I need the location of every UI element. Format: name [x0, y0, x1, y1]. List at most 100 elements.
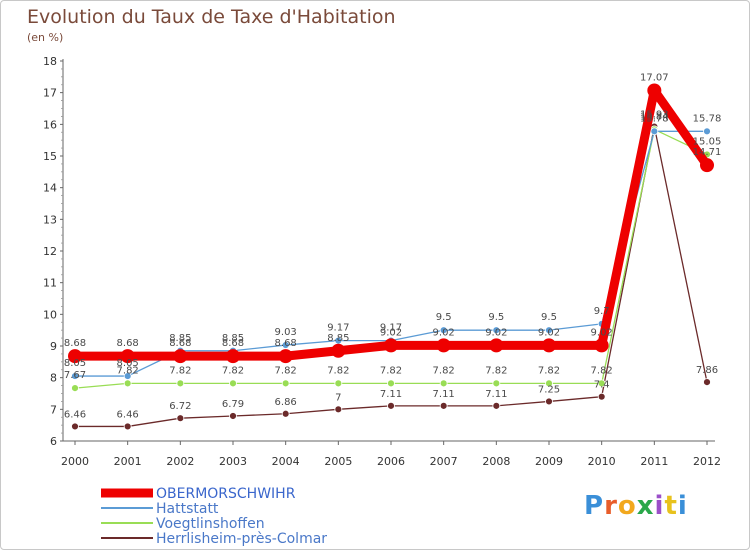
data-point[interactable] — [439, 401, 448, 410]
x-tick-label: 2004 — [272, 455, 300, 468]
data-label: 7.82 — [169, 365, 191, 376]
chart-title: Evolution du Taux de Taxe d'Habitation — [27, 6, 396, 28]
data-label: 9.7 — [594, 306, 610, 317]
data-point[interactable] — [229, 379, 237, 388]
data-label: 9.5 — [488, 312, 504, 323]
data-point[interactable] — [71, 372, 79, 380]
data-point[interactable] — [542, 338, 556, 353]
x-tick-label: 2012 — [693, 455, 721, 468]
y-tick-label: 13 — [43, 213, 57, 226]
data-point[interactable] — [492, 326, 501, 335]
data-point[interactable] — [334, 379, 343, 388]
data-label: 7.82 — [117, 365, 139, 376]
data-label: 9.17 — [327, 323, 349, 334]
data-label: 8.68 — [222, 338, 244, 349]
data-point[interactable] — [439, 379, 448, 388]
data-label: 7.82 — [433, 365, 455, 376]
data-point[interactable] — [545, 326, 553, 335]
data-label: 6.72 — [169, 401, 191, 412]
data-label: 9.02 — [433, 327, 455, 338]
data-label: 9.17 — [380, 323, 402, 334]
x-tick-label: 2007 — [430, 455, 458, 468]
data-point[interactable] — [594, 338, 609, 353]
data-label: 7.82 — [380, 365, 402, 376]
data-point[interactable] — [334, 405, 343, 414]
data-point[interactable] — [703, 127, 711, 136]
x-tick-label: 2003 — [219, 455, 247, 468]
data-point[interactable] — [123, 379, 132, 388]
data-label: 8.68 — [275, 338, 297, 349]
data-point[interactable] — [281, 379, 290, 388]
data-label: 14.71 — [693, 147, 722, 158]
y-tick-label: 18 — [43, 55, 57, 68]
data-point[interactable] — [387, 401, 395, 410]
data-point[interactable] — [278, 349, 293, 364]
data-point[interactable] — [71, 384, 79, 393]
data-point[interactable] — [120, 349, 135, 364]
data-label: 9.03 — [275, 327, 297, 338]
data-point[interactable] — [489, 338, 504, 353]
legend-label: Hattstatt — [156, 501, 219, 517]
logo-letter: i — [654, 491, 665, 521]
data-point[interactable] — [229, 412, 237, 420]
data-point[interactable] — [703, 378, 711, 387]
data-label: 7.11 — [433, 389, 455, 400]
data-label: 8.05 — [64, 358, 86, 369]
data-point[interactable] — [387, 379, 395, 388]
data-point[interactable] — [281, 409, 290, 418]
data-point[interactable] — [68, 349, 82, 364]
data-label: 17.07 — [640, 72, 669, 83]
data-point[interactable] — [176, 414, 185, 423]
data-point[interactable] — [700, 158, 714, 173]
y-tick-label: 17 — [43, 87, 57, 100]
data-point[interactable] — [123, 372, 132, 380]
data-point[interactable] — [545, 397, 553, 406]
data-label: 8.85 — [327, 333, 349, 344]
data-point[interactable] — [71, 422, 79, 431]
x-tick-label: 2006 — [377, 455, 405, 468]
y-tick-label: 11 — [43, 277, 57, 290]
data-label: 8.05 — [117, 358, 139, 369]
logo-letter: P — [584, 491, 605, 521]
data-point[interactable] — [545, 379, 553, 388]
y-tick-label: 9 — [50, 340, 57, 353]
x-tick-label: 2010 — [588, 455, 616, 468]
y-tick-label: 15 — [43, 150, 57, 163]
data-label: 9.5 — [541, 312, 557, 323]
data-point[interactable] — [173, 349, 188, 364]
data-point[interactable] — [281, 341, 290, 349]
data-point[interactable] — [647, 83, 662, 98]
data-point[interactable] — [176, 379, 185, 388]
y-tick-label: 12 — [43, 245, 57, 258]
chart-subtitle: (en %) — [27, 31, 64, 44]
data-point[interactable] — [436, 338, 451, 353]
data-point[interactable] — [226, 349, 240, 364]
data-label: 7.11 — [485, 389, 507, 400]
y-tick-label: 8 — [50, 372, 57, 385]
x-tick-label: 2000 — [61, 455, 89, 468]
data-label: 7.82 — [591, 365, 613, 376]
data-label: 6.46 — [64, 409, 86, 420]
data-label: 8.85 — [222, 333, 244, 344]
data-point[interactable] — [123, 422, 132, 431]
data-point[interactable] — [384, 338, 398, 353]
data-label: 9.02 — [538, 327, 560, 338]
logo-letter: t — [664, 491, 678, 521]
data-point[interactable] — [650, 127, 659, 136]
y-tick-label: 16 — [43, 118, 57, 131]
legend-label: Voegtlinshoffen — [156, 516, 265, 532]
data-point[interactable] — [492, 379, 501, 388]
x-tick-label: 2011 — [640, 455, 668, 468]
data-point[interactable] — [331, 343, 346, 358]
data-point[interactable] — [597, 392, 606, 401]
data-point[interactable] — [492, 401, 501, 410]
y-tick-label: 14 — [43, 182, 57, 195]
data-label: 6.46 — [117, 409, 139, 420]
data-label: 7.86 — [696, 365, 718, 376]
data-label: 7 — [335, 392, 341, 403]
data-label: 15.84 — [640, 111, 669, 122]
data-point[interactable] — [597, 379, 606, 388]
data-point[interactable] — [439, 326, 448, 335]
